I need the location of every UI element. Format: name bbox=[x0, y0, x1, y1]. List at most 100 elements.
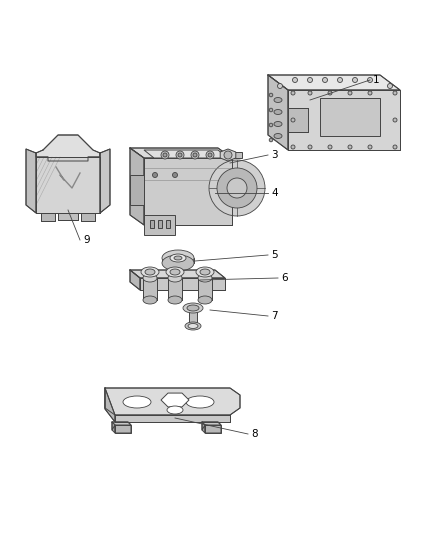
Ellipse shape bbox=[167, 406, 183, 414]
Ellipse shape bbox=[166, 267, 184, 277]
Polygon shape bbox=[105, 388, 240, 415]
Ellipse shape bbox=[196, 267, 214, 277]
Bar bbox=[158, 220, 162, 228]
Ellipse shape bbox=[141, 267, 159, 277]
Polygon shape bbox=[112, 422, 131, 425]
Polygon shape bbox=[202, 422, 221, 425]
Polygon shape bbox=[115, 415, 230, 422]
Circle shape bbox=[191, 151, 199, 159]
Polygon shape bbox=[143, 278, 157, 300]
Polygon shape bbox=[130, 270, 140, 290]
Polygon shape bbox=[220, 149, 236, 161]
Circle shape bbox=[217, 168, 257, 208]
Ellipse shape bbox=[274, 133, 282, 139]
Polygon shape bbox=[189, 308, 197, 326]
Bar bbox=[150, 220, 154, 228]
Polygon shape bbox=[36, 157, 100, 213]
Ellipse shape bbox=[188, 324, 198, 328]
Ellipse shape bbox=[185, 322, 201, 330]
Ellipse shape bbox=[162, 250, 194, 266]
Circle shape bbox=[348, 145, 352, 149]
Circle shape bbox=[368, 91, 372, 95]
Polygon shape bbox=[100, 149, 110, 213]
Polygon shape bbox=[144, 215, 175, 235]
Ellipse shape bbox=[274, 122, 282, 126]
Ellipse shape bbox=[168, 274, 182, 282]
Polygon shape bbox=[58, 213, 78, 220]
Polygon shape bbox=[268, 75, 288, 150]
Circle shape bbox=[269, 123, 273, 127]
Bar bbox=[166, 220, 170, 228]
Circle shape bbox=[353, 77, 357, 83]
Circle shape bbox=[322, 77, 328, 83]
Circle shape bbox=[307, 77, 312, 83]
Polygon shape bbox=[205, 425, 221, 433]
Ellipse shape bbox=[168, 296, 182, 304]
Circle shape bbox=[328, 91, 332, 95]
Polygon shape bbox=[288, 90, 400, 150]
Circle shape bbox=[206, 151, 214, 159]
Polygon shape bbox=[41, 213, 55, 221]
Circle shape bbox=[291, 145, 295, 149]
Ellipse shape bbox=[170, 254, 186, 262]
Polygon shape bbox=[288, 108, 308, 132]
Circle shape bbox=[227, 178, 247, 198]
Ellipse shape bbox=[274, 109, 282, 115]
Polygon shape bbox=[144, 158, 232, 225]
Text: 4: 4 bbox=[271, 188, 278, 198]
Polygon shape bbox=[268, 75, 400, 90]
Ellipse shape bbox=[274, 98, 282, 102]
Circle shape bbox=[152, 173, 158, 177]
Circle shape bbox=[176, 151, 184, 159]
Ellipse shape bbox=[186, 396, 214, 408]
Circle shape bbox=[208, 153, 212, 157]
Circle shape bbox=[328, 145, 332, 149]
Ellipse shape bbox=[198, 274, 212, 282]
Text: 7: 7 bbox=[271, 311, 278, 321]
Polygon shape bbox=[26, 149, 36, 213]
Circle shape bbox=[269, 93, 273, 97]
Circle shape bbox=[193, 153, 197, 157]
Polygon shape bbox=[115, 425, 131, 433]
Circle shape bbox=[393, 145, 397, 149]
Text: 6: 6 bbox=[281, 273, 288, 283]
Ellipse shape bbox=[143, 296, 157, 304]
Text: 5: 5 bbox=[271, 250, 278, 260]
Text: 1: 1 bbox=[373, 75, 380, 85]
Text: 9: 9 bbox=[83, 235, 90, 245]
Circle shape bbox=[291, 118, 295, 122]
Polygon shape bbox=[130, 270, 225, 278]
Ellipse shape bbox=[143, 274, 157, 282]
Ellipse shape bbox=[145, 269, 155, 275]
Circle shape bbox=[388, 84, 392, 88]
Circle shape bbox=[209, 160, 265, 216]
Polygon shape bbox=[168, 278, 182, 300]
Polygon shape bbox=[198, 278, 212, 300]
Circle shape bbox=[173, 173, 177, 177]
Polygon shape bbox=[36, 135, 100, 161]
Circle shape bbox=[224, 151, 232, 159]
Polygon shape bbox=[161, 393, 189, 407]
Ellipse shape bbox=[200, 269, 210, 275]
Polygon shape bbox=[162, 258, 194, 263]
Ellipse shape bbox=[187, 305, 199, 311]
Polygon shape bbox=[105, 388, 115, 422]
Ellipse shape bbox=[183, 303, 203, 313]
Circle shape bbox=[178, 153, 182, 157]
Text: 8: 8 bbox=[251, 429, 258, 439]
Circle shape bbox=[269, 108, 273, 112]
Circle shape bbox=[293, 77, 297, 83]
Polygon shape bbox=[130, 148, 232, 158]
Polygon shape bbox=[233, 152, 242, 158]
Ellipse shape bbox=[170, 269, 180, 275]
Polygon shape bbox=[130, 148, 144, 225]
Circle shape bbox=[367, 77, 372, 83]
Ellipse shape bbox=[123, 396, 151, 408]
Circle shape bbox=[393, 91, 397, 95]
Circle shape bbox=[278, 84, 283, 88]
Bar bbox=[320, 98, 380, 136]
Text: 3: 3 bbox=[271, 150, 278, 160]
Polygon shape bbox=[81, 213, 95, 221]
Polygon shape bbox=[112, 422, 115, 433]
Circle shape bbox=[269, 138, 273, 142]
